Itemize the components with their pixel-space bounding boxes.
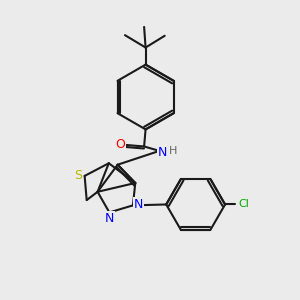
Text: S: S <box>74 169 82 182</box>
Text: N: N <box>158 146 167 159</box>
Text: Cl: Cl <box>238 200 249 209</box>
Text: H: H <box>169 146 178 156</box>
Text: N: N <box>105 212 114 225</box>
Text: O: O <box>116 139 125 152</box>
Text: N: N <box>134 198 143 211</box>
